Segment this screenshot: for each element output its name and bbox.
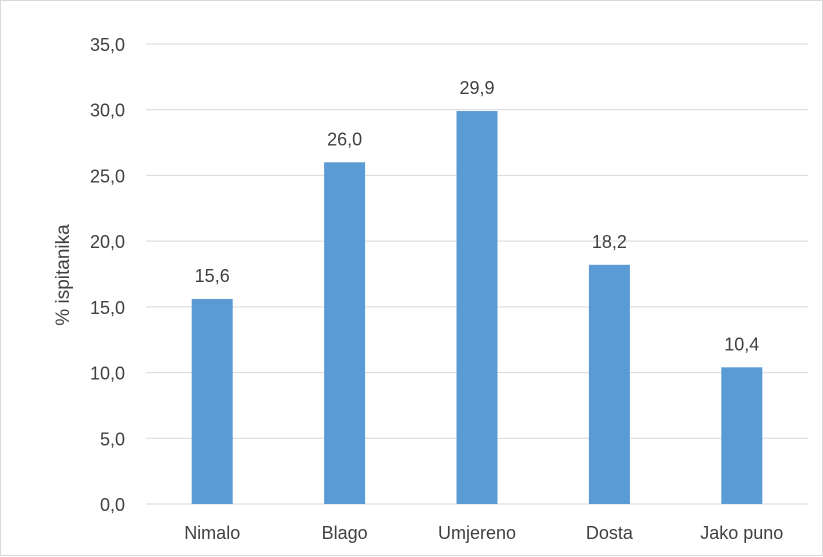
bar-4 (721, 367, 762, 504)
data-label-0: 15,6 (195, 266, 230, 286)
bar-3 (589, 265, 630, 504)
y-tick-label-3: 15,0 (90, 298, 125, 318)
bar-0 (192, 299, 233, 504)
x-tick-label-4: Jako puno (700, 523, 783, 543)
x-tick-label-2: Umjereno (438, 523, 516, 543)
y-tick-label-4: 20,0 (90, 232, 125, 252)
data-label-1: 26,0 (327, 129, 362, 149)
data-label-3: 18,2 (592, 232, 627, 252)
y-tick-label-1: 5,0 (100, 429, 125, 449)
y-tick-label-6: 30,0 (90, 101, 125, 121)
data-label-2: 29,9 (459, 78, 494, 98)
bars (192, 111, 763, 504)
bar-2 (457, 111, 498, 504)
x-tick-label-3: Dosta (586, 523, 634, 543)
x-tick-label-1: Blago (322, 523, 368, 543)
y-tick-label-7: 35,0 (90, 35, 125, 55)
bar-1 (324, 162, 365, 504)
x-axis-ticks: Nimalo Blago Umjereno Dosta Jako puno (184, 523, 783, 543)
y-tick-label-5: 25,0 (90, 166, 125, 186)
y-axis-ticks: 0,0 5,0 10,0 15,0 20,0 25,0 30,0 35,0 (90, 35, 125, 515)
y-tick-label-0: 0,0 (100, 495, 125, 515)
y-axis-title: % ispitanika (53, 224, 74, 326)
data-label-4: 10,4 (724, 334, 759, 354)
y-tick-label-2: 10,0 (90, 364, 125, 384)
x-tick-label-0: Nimalo (184, 523, 240, 543)
